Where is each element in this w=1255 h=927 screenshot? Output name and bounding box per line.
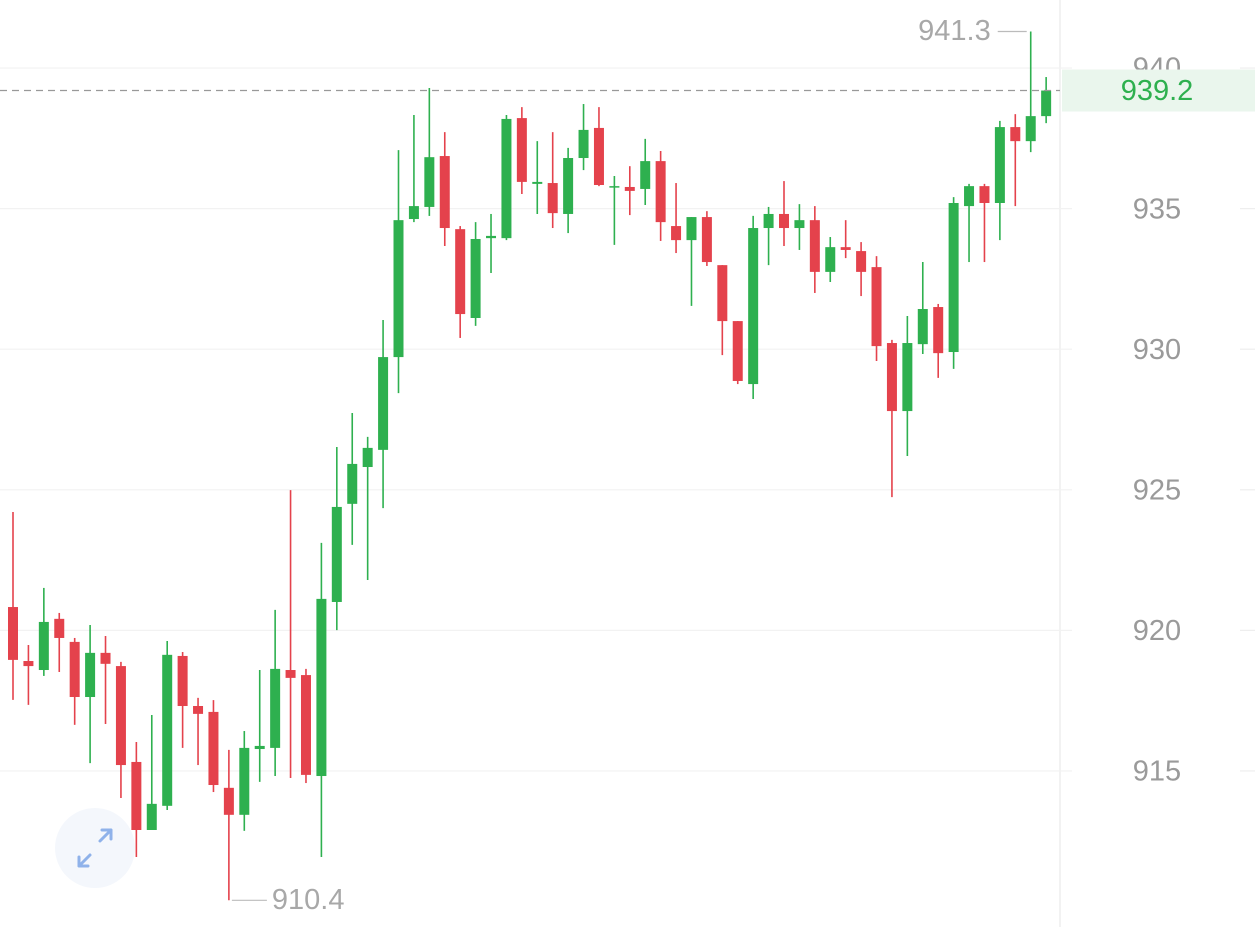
candle-body xyxy=(362,447,373,468)
y-tick-label: 915 xyxy=(1133,756,1181,788)
candle-body xyxy=(532,181,543,184)
candle-body xyxy=(624,186,635,191)
expand-button[interactable] xyxy=(55,808,135,888)
last-price-label: 939.2 xyxy=(1121,75,1194,107)
candle-body xyxy=(470,238,481,318)
candle-body xyxy=(424,157,435,207)
candle-body xyxy=(840,247,851,250)
candle-body xyxy=(948,203,959,353)
candle-body xyxy=(316,598,327,777)
candle-body xyxy=(717,265,728,322)
candle-body xyxy=(455,229,466,315)
last-price-box xyxy=(1062,69,1255,112)
candle-body xyxy=(964,186,975,207)
y-tick-label: 935 xyxy=(1133,193,1181,225)
candle-body xyxy=(408,206,419,220)
candle-body xyxy=(193,706,204,714)
candle-body xyxy=(1025,116,1036,142)
candle-body xyxy=(115,666,126,766)
candle-body xyxy=(439,156,450,229)
candle-body xyxy=(856,251,867,272)
candle-body xyxy=(686,217,697,241)
candle-body xyxy=(501,118,512,239)
expand-icon[interactable] xyxy=(77,828,113,868)
candle-body xyxy=(23,661,34,667)
expand-button-bg[interactable] xyxy=(55,808,135,888)
y-tick-label: 930 xyxy=(1133,334,1181,366)
candle-body xyxy=(239,747,250,815)
candle-body xyxy=(886,343,897,412)
candle-body xyxy=(331,506,342,602)
candle-body xyxy=(825,247,836,272)
candle-body xyxy=(671,226,682,241)
candle-body xyxy=(85,652,96,698)
candle-body xyxy=(763,213,774,229)
candle-body xyxy=(701,217,712,263)
candle-body xyxy=(69,641,80,698)
candle-body xyxy=(254,745,265,750)
max-label: 941.3 xyxy=(918,15,991,47)
candle-body xyxy=(563,158,574,214)
candle-body xyxy=(100,652,111,664)
candle-body xyxy=(779,213,789,229)
candle-body xyxy=(393,220,404,358)
candle-body xyxy=(794,220,805,229)
min-label: 910.4 xyxy=(272,884,345,916)
candle-body xyxy=(933,307,944,354)
candle-body xyxy=(917,309,928,345)
candle-body xyxy=(54,618,65,638)
candle-body xyxy=(871,267,882,347)
candle-body xyxy=(593,127,604,186)
candle-body xyxy=(223,787,234,815)
candle-body xyxy=(809,220,820,272)
candle-body xyxy=(578,129,589,159)
candle-body xyxy=(270,668,281,748)
candle-body xyxy=(38,621,49,671)
candle-body xyxy=(146,803,157,830)
candle-body xyxy=(347,463,358,504)
candle-body xyxy=(177,655,188,707)
candle-body xyxy=(8,607,18,660)
candle-body xyxy=(979,186,990,204)
candle-body xyxy=(547,183,558,214)
candle-body xyxy=(516,118,527,182)
candle-body xyxy=(732,321,743,381)
candle-body xyxy=(131,761,142,830)
candle-body xyxy=(378,357,389,450)
candle-body xyxy=(1041,90,1052,117)
y-tick-label: 925 xyxy=(1133,474,1181,506)
candle-body xyxy=(902,343,913,412)
candle-body xyxy=(1010,127,1021,142)
candle-body xyxy=(655,161,666,223)
candle-body xyxy=(162,654,173,806)
candle-body xyxy=(300,675,311,775)
candle-body xyxy=(208,711,219,786)
candle-body xyxy=(285,670,296,678)
candle-body xyxy=(994,127,1005,204)
candle-body xyxy=(748,228,759,385)
candle-body xyxy=(640,161,651,189)
y-tick-label: 920 xyxy=(1133,615,1181,647)
candle-body xyxy=(609,186,620,188)
candle-body xyxy=(486,235,497,239)
